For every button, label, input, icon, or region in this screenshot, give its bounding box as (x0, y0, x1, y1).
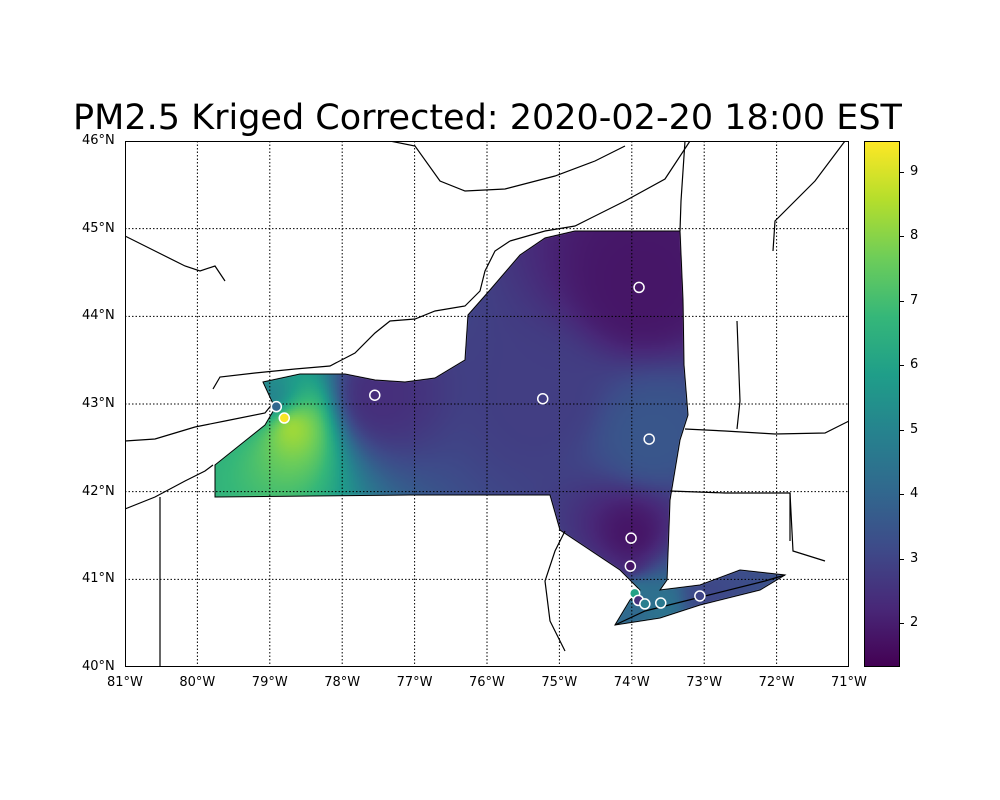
monitor-station-marker (624, 560, 637, 572)
lon-tick-label: 73°W (686, 675, 723, 690)
monitor-station-marker (639, 598, 651, 610)
monitor-station-marker (278, 412, 291, 424)
coastline (684, 420, 849, 435)
lon-tick-label: 74°W (613, 675, 650, 690)
monitor-station-marker (369, 389, 381, 401)
lat-tick-label: 41°N (82, 571, 115, 587)
lon-tick-label: 79°W (251, 675, 288, 690)
lat-tick-label: 43°N (82, 396, 115, 411)
lon-tick-label: 76°W (469, 675, 505, 690)
monitor-station-marker (625, 532, 637, 544)
coastline (125, 235, 226, 282)
colorbar-tick (900, 300, 904, 302)
coastline (509, 141, 691, 242)
monitor-station-marker (270, 400, 283, 413)
coastline (679, 141, 686, 232)
colorbar-tick-label: 6 (910, 357, 919, 373)
map-overlay (125, 141, 849, 667)
colorbar-tick (900, 171, 904, 173)
lat-tick-label: 40°N (82, 659, 115, 674)
state-border (214, 230, 787, 626)
coastline (125, 402, 274, 442)
colorbar-tick (900, 236, 904, 238)
lat-tick-label: 45°N (82, 220, 115, 236)
lat-tick-label: 44°N (82, 308, 115, 324)
coastline (389, 141, 626, 192)
monitor-station-marker (694, 590, 706, 602)
map-title: PM2.5 Kriged Corrected: 2020-02-20 18:00… (73, 98, 902, 138)
lat-tick-label: 46°N (82, 133, 115, 148)
coastline (736, 320, 741, 430)
colorbar-tick-label: 9 (910, 163, 919, 179)
kriged-map (125, 141, 849, 667)
lon-tick-label: 77°W (396, 675, 433, 690)
coastline (772, 141, 846, 252)
colorbar-tick (900, 494, 904, 496)
colorbar (864, 141, 900, 667)
lon-tick-label: 78°W (324, 675, 361, 690)
colorbar-tick-label: 7 (910, 292, 919, 308)
colorbar-tick-label: 4 (910, 486, 919, 502)
monitor-station-marker (536, 392, 549, 405)
coastline (544, 530, 566, 652)
lat-tick-label: 42°N (82, 483, 115, 499)
colorbar-tick-label: 3 (910, 550, 919, 566)
lon-tick-label: 80°W (179, 675, 216, 690)
colorbar-tick-label: 5 (910, 421, 919, 437)
lon-tick-label: 71°W (831, 675, 867, 690)
colorbar-tick (900, 429, 904, 431)
lon-tick-label: 81°W (107, 675, 143, 690)
colorbar-tick-label: 2 (910, 615, 919, 631)
monitor-station-marker (633, 281, 645, 294)
monitor-station-marker (643, 433, 655, 445)
lon-tick-label: 75°W (541, 675, 578, 690)
monitor-station-marker (655, 597, 667, 609)
coastline (125, 464, 214, 510)
coastline (669, 490, 826, 562)
coastline (212, 240, 511, 390)
colorbar-tick (900, 365, 904, 367)
colorbar-tick (900, 558, 904, 560)
colorbar-tick-label: 8 (910, 228, 919, 244)
colorbar-tick (900, 623, 904, 625)
lon-tick-label: 72°W (758, 675, 795, 690)
